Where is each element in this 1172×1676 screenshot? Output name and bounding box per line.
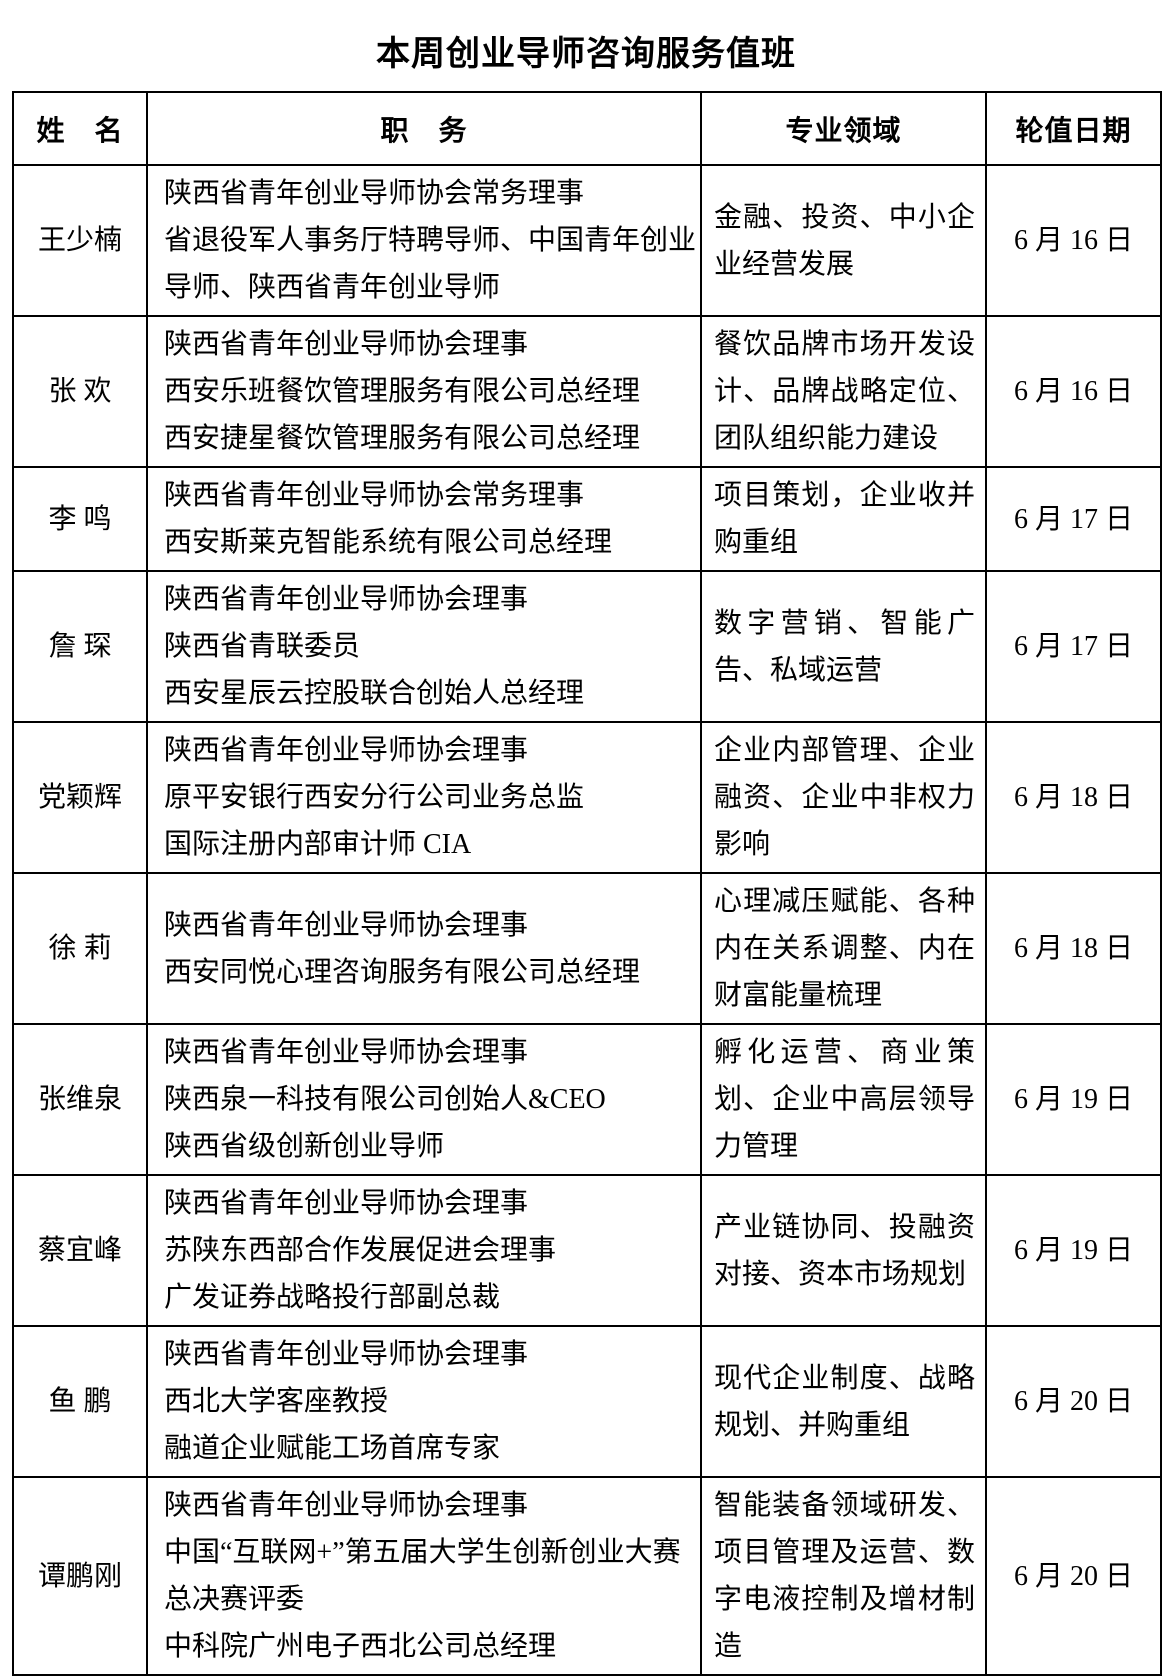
mentor-name-cell: 鱼 鹏: [12, 1325, 148, 1478]
position-line: 国际注册内部审计师 CIA: [164, 829, 472, 860]
duty-date-cell: 6 月 18 日: [985, 721, 1162, 874]
position-cell: 陕西省青年创业导师协会理事 苏陕东西部合作发展促进会理事 广发证券战略投行部副总裁: [146, 1174, 702, 1327]
table-row: 张 欢陕西省青年创业导师协会理事西安乐班餐饮管理服务有限公司总经理 西安捷星餐饮管…: [12, 315, 1162, 468]
table-row: 李 鸣陕西省青年创业导师协会常务理事 西安斯莱克智能系统有限公司总经理 项目策划，企…: [12, 466, 1162, 572]
specialty-cell: 数字营销、智能广告、私域运营: [700, 570, 987, 723]
duty-date-cell: 6 月 19 日: [985, 1023, 1162, 1176]
position-line: 西安星辰云控股联合创始人总经理: [164, 678, 585, 709]
mentor-duty-table: 姓 名 职 务 专业领域 轮值日期 王少楠 陕西省青年创业导师协会常务理事 省退役军…: [12, 91, 1162, 1676]
position-line: 陕西省青年创业导师协会常务理事: [164, 480, 585, 511]
specialty-cell: 企业内部管理、企业融资、企业中非权力影响: [700, 721, 987, 874]
position-line: 陕西省青年创业导师协会理事: [164, 1037, 529, 1068]
duty-date-cell: 6 月 19 日: [985, 1174, 1162, 1327]
position-line: 陕西省级创新创业导师: [164, 1131, 445, 1162]
specialty-cell: 心理减压赋能、各种内在关系调整、内在财富能量梳理: [700, 872, 987, 1025]
position-cell: 陕西省青年创业导师协会理事西安同悦心理咨询服务有限公司总经理: [146, 872, 702, 1025]
specialty-cell: 产业链协同、投融资对接、资本市场规划: [700, 1174, 987, 1327]
mentor-name-cell: 谭鹏刚: [12, 1476, 148, 1676]
specialty-cell: 智能装备领域研发、项目管理及运营、数字电液控制及增材制造: [700, 1476, 987, 1676]
duty-date-cell: 6 月 16 日: [985, 315, 1162, 468]
position-cell: 陕西省青年创业导师协会理事 西北大学客座教授融道企业赋能工场首席专家: [146, 1325, 702, 1478]
duty-date-cell: 6 月 17 日: [985, 466, 1162, 572]
mentor-name-cell: 徐 莉: [12, 872, 148, 1025]
position-line: 西安乐班餐饮管理服务有限公司总经理: [164, 376, 641, 407]
specialty-cell: 现代企业制度、战略规划、并购重组: [700, 1325, 987, 1478]
position-line: 省退役军人事务厅特聘导师、中国青年创业导师、陕西省青年创业导师: [164, 225, 697, 303]
header-position: 职 务: [146, 91, 702, 166]
mentor-name-cell: 张维泉: [12, 1023, 148, 1176]
table-row: 徐 莉陕西省青年创业导师协会理事 西安同悦心理咨询服务有限公司总经理 心理减压赋能、…: [12, 872, 1162, 1025]
specialty-cell: 金融、投资、中小企业经营发展: [700, 164, 987, 317]
position-line: 陕西省青年创业导师协会常务理事: [164, 178, 585, 209]
position-line: 陕西省青年创业导师协会理事: [164, 329, 529, 360]
specialty-cell: 项目策划，企业收并购重组: [700, 466, 987, 572]
header-duty-date: 轮值日期: [985, 91, 1162, 166]
position-cell: 陕西省青年创业导师协会常务理事 西安斯莱克智能系统有限公司总经理: [146, 466, 702, 572]
position-line: 陕西省青年创业导师协会理事: [164, 1188, 529, 1219]
duty-date-cell: 6 月 17 日: [985, 570, 1162, 723]
position-line: 陕西省青年创业导师协会理事: [164, 1339, 529, 1370]
mentor-name-cell: 詹 琛: [12, 570, 148, 723]
position-line: 西安同悦心理咨询服务有限公司总经理: [164, 956, 641, 988]
position-line: 苏陕东西部合作发展促进会理事: [164, 1235, 557, 1266]
position-line: 原平安银行西安分行公司业务总监: [164, 782, 585, 813]
specialty-cell: 餐饮品牌市场开发设计、品牌战略定位、团队组织能力建设: [700, 315, 987, 468]
position-cell: 陕西省青年创业导师协会理事陕西泉一科技有限公司创始人&CEO 陕西省级创新创业导师: [146, 1023, 702, 1176]
position-cell: 陕西省青年创业导师协会理事西安乐班餐饮管理服务有限公司总经理 西安捷星餐饮管理服务…: [146, 315, 702, 468]
position-line: 陕西省青联委员: [164, 631, 361, 662]
header-specialty: 专业领域: [700, 91, 987, 166]
position-line: 陕西省青年创业导师协会理事: [164, 584, 529, 615]
table-row: 党颖辉 陕西省青年创业导师协会理事原平安银行西安分行公司业务总监 国际注册内部审计师…: [12, 721, 1162, 874]
position-line: 陕西省青年创业导师协会理事: [164, 1490, 529, 1521]
header-name: 姓 名: [12, 91, 148, 166]
position-cell: 陕西省青年创业导师协会理事 陕西省青联委员西安星辰云控股联合创始人总经理: [146, 570, 702, 723]
mentor-name-cell: 王少楠: [12, 164, 148, 317]
table-row: 张维泉 陕西省青年创业导师协会理事陕西泉一科技有限公司创始人&CEO 陕西省级创新创…: [12, 1023, 1162, 1176]
position-line: 西安捷星餐饮管理服务有限公司总经理: [164, 423, 641, 454]
table-row: 詹 琛陕西省青年创业导师协会理事 陕西省青联委员 西安星辰云控股联合创始人总经理 数字…: [12, 570, 1162, 723]
mentor-name-cell: 党颖辉: [12, 721, 148, 874]
position-cell: 陕西省青年创业导师协会常务理事省退役军人事务厅特聘导师、中国青年创业导师、陕西省…: [146, 164, 702, 317]
position-line: 中国“互联网+”第五届大学生创新创业大赛总决赛评委: [164, 1537, 681, 1615]
position-line: 融道企业赋能工场首席专家: [164, 1433, 501, 1464]
table-row: 蔡宜峰 陕西省青年创业导师协会理事 苏陕东西部合作发展促进会理事 广发证券战略投行部副…: [12, 1174, 1162, 1327]
mentor-name-cell: 张 欢: [12, 315, 148, 468]
mentor-name-cell: 李 鸣: [12, 466, 148, 572]
duty-date-cell: 6 月 18 日: [985, 872, 1162, 1025]
table-row: 王少楠 陕西省青年创业导师协会常务理事省退役军人事务厅特聘导师、中国青年创业导师、…: [12, 164, 1162, 317]
position-line: 广发证券战略投行部副总裁: [164, 1282, 501, 1313]
mentor-name-cell: 蔡宜峰: [12, 1174, 148, 1327]
position-line: 陕西省青年创业导师协会理事: [164, 735, 529, 766]
position-line: 西安斯莱克智能系统有限公司总经理: [164, 527, 613, 558]
position-line: 陕西省青年创业导师协会理事: [164, 909, 529, 941]
duty-date-cell: 6 月 20 日: [985, 1325, 1162, 1478]
position-cell: 陕西省青年创业导师协会理事原平安银行西安分行公司业务总监 国际注册内部审计师 CI…: [146, 721, 702, 874]
duty-date-cell: 6 月 20 日: [985, 1476, 1162, 1676]
position-line: 西北大学客座教授: [164, 1386, 389, 1417]
duty-date-cell: 6 月 16 日: [985, 164, 1162, 317]
table-row: 鱼 鹏陕西省青年创业导师协会理事 西北大学客座教授 融道企业赋能工场首席专家 现代企业…: [12, 1325, 1162, 1478]
position-line: 中科院广州电子西北公司总经理: [164, 1631, 557, 1662]
table-header-row: 姓 名 职 务 专业领域 轮值日期: [12, 91, 1162, 166]
specialty-cell: 孵化运营、商业策划、企业中高层领导力管理: [700, 1023, 987, 1176]
position-cell: 陕西省青年创业导师协会理事中国“互联网+”第五届大学生创新创业大赛总决赛评委中科…: [146, 1476, 702, 1676]
position-line: 陕西泉一科技有限公司创始人&CEO: [164, 1084, 606, 1115]
page-title: 本周创业导师咨询服务值班: [376, 36, 796, 73]
table-row: 谭鹏刚 陕西省青年创业导师协会理事中国“互联网+”第五届大学生创新创业大赛总决赛评…: [12, 1476, 1162, 1676]
